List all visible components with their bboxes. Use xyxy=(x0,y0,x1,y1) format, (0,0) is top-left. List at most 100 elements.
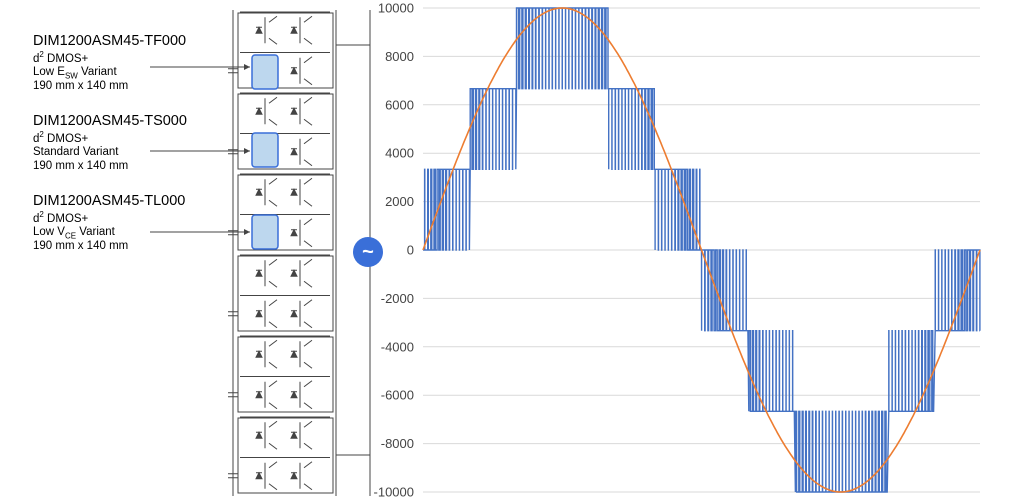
igbt-emitter xyxy=(303,118,313,126)
arrow-head-icon xyxy=(244,229,250,235)
igbt-emitter xyxy=(303,78,313,86)
diode-icon xyxy=(255,471,263,480)
y-tick-label: -8000 xyxy=(381,436,414,451)
variant: Low VCE Variant xyxy=(33,225,115,241)
diode-icon xyxy=(290,309,298,318)
igbt-collector xyxy=(303,299,313,307)
part-number: DIM1200ASM45-TF000 xyxy=(33,33,187,49)
technology: d2 DMOS+ xyxy=(33,209,89,225)
dimensions: 190 mm x 140 mm xyxy=(33,240,129,253)
igbt-emitter xyxy=(268,280,278,288)
igbt-emitter xyxy=(303,321,313,329)
module-frame xyxy=(237,93,334,170)
dimensions: 190 mm x 140 mm xyxy=(33,80,129,93)
igbt-collector xyxy=(303,177,313,185)
igbt-emitter xyxy=(303,37,313,45)
igbt-collector xyxy=(268,258,278,266)
igbt-collector xyxy=(268,420,278,428)
diode-icon xyxy=(290,188,298,196)
ac-output-badge: ~ xyxy=(353,237,383,267)
dimensions: 190 mm x 140 mm xyxy=(33,160,129,173)
diode-icon xyxy=(290,269,298,277)
igbt-collector xyxy=(268,339,278,347)
module-label-2: DIM1200ASM45-TS000 d2 DMOS+ Standard Var… xyxy=(33,113,187,173)
diode-icon xyxy=(290,471,298,480)
igbt-emitter xyxy=(303,199,313,207)
part-number: DIM1200ASM45-TL000 xyxy=(33,193,186,209)
igbt-emitter xyxy=(268,442,278,450)
module-frame xyxy=(237,255,334,332)
igbt-collector xyxy=(268,461,278,469)
tilde-icon: ~ xyxy=(362,241,374,263)
igbt-emitter xyxy=(303,159,313,167)
igbt-emitter xyxy=(303,402,313,410)
igbt-collector xyxy=(303,56,313,64)
technology: d2 DMOS+ xyxy=(33,49,89,65)
y-tick-label: 10000 xyxy=(378,1,414,16)
diode-icon xyxy=(255,431,263,439)
y-tick-label: 2000 xyxy=(385,194,414,209)
diode-icon xyxy=(290,26,298,34)
igbt-emitter xyxy=(303,361,313,369)
diode-icon xyxy=(255,350,263,358)
diode-icon xyxy=(290,228,298,237)
igbt-collector xyxy=(303,218,313,226)
y-tick-label: -4000 xyxy=(381,339,414,354)
igbt-collector xyxy=(303,15,313,23)
igbt-collector xyxy=(268,15,278,23)
igbt-emitter xyxy=(303,483,313,491)
module-frame xyxy=(237,12,334,89)
highlighted-device-3 xyxy=(251,214,279,250)
diode-icon xyxy=(255,107,263,115)
part-number: DIM1200ASM45-TS000 xyxy=(33,113,187,129)
igbt-emitter xyxy=(268,321,278,329)
technology: d2 DMOS+ xyxy=(33,129,89,145)
y-tick-label: 8000 xyxy=(385,49,414,64)
variant: Low ESW Variant xyxy=(33,65,117,81)
igbt-collector xyxy=(303,461,313,469)
diode-icon xyxy=(290,390,298,399)
igbt-collector xyxy=(268,299,278,307)
module-label-1: DIM1200ASM45-TF000 d2 DMOS+ Low ESW Vari… xyxy=(33,33,186,93)
variant: Standard Variant xyxy=(33,145,119,158)
module-label-3: DIM1200ASM45-TL000 d2 DMOS+ Low VCE Vari… xyxy=(33,193,185,253)
igbt-emitter xyxy=(268,118,278,126)
module-frame xyxy=(237,417,334,494)
diode-icon xyxy=(255,188,263,196)
igbt-collector xyxy=(303,380,313,388)
pwm-waveform xyxy=(423,7,981,493)
igbt-collector xyxy=(303,339,313,347)
y-tick-label: -6000 xyxy=(381,388,414,403)
module-frame xyxy=(237,174,334,251)
igbt-emitter xyxy=(268,361,278,369)
diode-icon xyxy=(290,431,298,439)
highlighted-device-2 xyxy=(251,132,279,168)
igbt-collector xyxy=(268,177,278,185)
y-tick-label: -2000 xyxy=(381,291,414,306)
diode-icon xyxy=(290,350,298,358)
igbt-emitter xyxy=(303,442,313,450)
igbt-collector xyxy=(303,137,313,145)
y-tick-label: 4000 xyxy=(385,146,414,161)
diode-icon xyxy=(290,147,298,156)
diode-icon xyxy=(255,390,263,399)
igbt-collector xyxy=(303,96,313,104)
igbt-collector xyxy=(268,380,278,388)
arrow-head-icon xyxy=(244,64,250,70)
module-frame xyxy=(237,336,334,413)
arrow-head-icon xyxy=(244,148,250,154)
diode-icon xyxy=(255,26,263,34)
igbt-emitter xyxy=(303,240,313,248)
igbt-emitter xyxy=(268,402,278,410)
y-tick-label: 0 xyxy=(407,243,414,258)
diode-icon xyxy=(290,107,298,115)
sine-reference xyxy=(422,7,981,493)
diode-icon xyxy=(255,269,263,277)
igbt-emitter xyxy=(303,280,313,288)
igbt-collector xyxy=(303,258,313,266)
igbt-emitter xyxy=(268,199,278,207)
y-tick-label: 6000 xyxy=(385,97,414,112)
igbt-emitter xyxy=(268,37,278,45)
